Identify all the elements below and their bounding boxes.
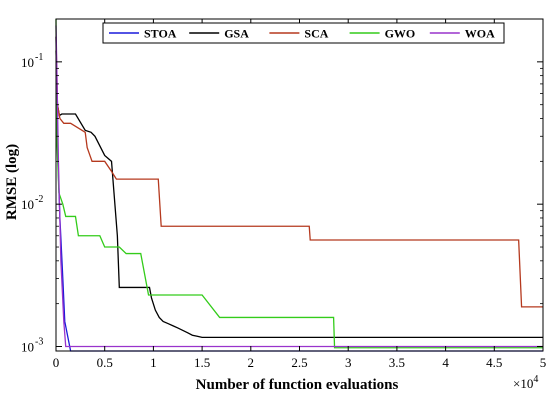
legend-box bbox=[102, 22, 505, 44]
legend-label-gsa: GSA bbox=[224, 27, 249, 41]
x-axis-exponent-base: ×10 bbox=[513, 376, 533, 391]
ticks-layer: 0 0.5 1 1.5 2 2.5 3 3.5 4 4.5 510-310-210-1 bbox=[21, 18, 547, 370]
x-axis-title: Number of function evaluations bbox=[196, 377, 399, 393]
series-line-woa bbox=[55, 25, 543, 348]
series-layer bbox=[55, 18, 543, 352]
x-tick-label: 1 bbox=[150, 355, 157, 370]
series-line-stoa bbox=[55, 36, 543, 352]
series-line-gwo bbox=[55, 18, 543, 349]
series-line-gsa bbox=[55, 50, 543, 338]
y-tick-label-exponent: -1 bbox=[35, 52, 43, 63]
x-axis-exponent-label: ×104 bbox=[513, 374, 538, 391]
x-tick-label: 0 bbox=[53, 355, 60, 370]
plot-frame bbox=[55, 18, 544, 352]
x-tick-label: 3.5 bbox=[389, 355, 405, 370]
x-tick-label: 1.5 bbox=[194, 355, 210, 370]
x-tick-label: 4 bbox=[442, 355, 449, 370]
x-tick-label: 4.5 bbox=[486, 355, 502, 370]
x-tick-label: 2 bbox=[248, 355, 255, 370]
x-tick-label: 3 bbox=[345, 355, 352, 370]
legend-label-gwo: GWO bbox=[385, 27, 416, 41]
x-tick-label: 5 bbox=[540, 355, 547, 370]
x-tick-label: 2.5 bbox=[291, 355, 307, 370]
series-line-sca bbox=[55, 36, 543, 308]
y-tick-label-exponent: -3 bbox=[35, 337, 43, 348]
x-tick-label: 0.5 bbox=[97, 355, 113, 370]
x-axis-exponent-power: 4 bbox=[533, 374, 538, 385]
y-axis-title: RMSE (log) bbox=[4, 144, 20, 220]
y-tick-label-exponent: -2 bbox=[35, 194, 43, 205]
legend-label-stoa: STOA bbox=[144, 27, 177, 41]
y-tick-label: 10 bbox=[21, 197, 34, 212]
y-tick-label: 10 bbox=[21, 55, 34, 70]
legend: STOA GSA SCA GWO WOA bbox=[102, 22, 505, 44]
legend-label-sca: SCA bbox=[304, 27, 328, 41]
y-tick-label: 10 bbox=[21, 340, 34, 355]
legend-label-woa: WOA bbox=[465, 27, 495, 41]
